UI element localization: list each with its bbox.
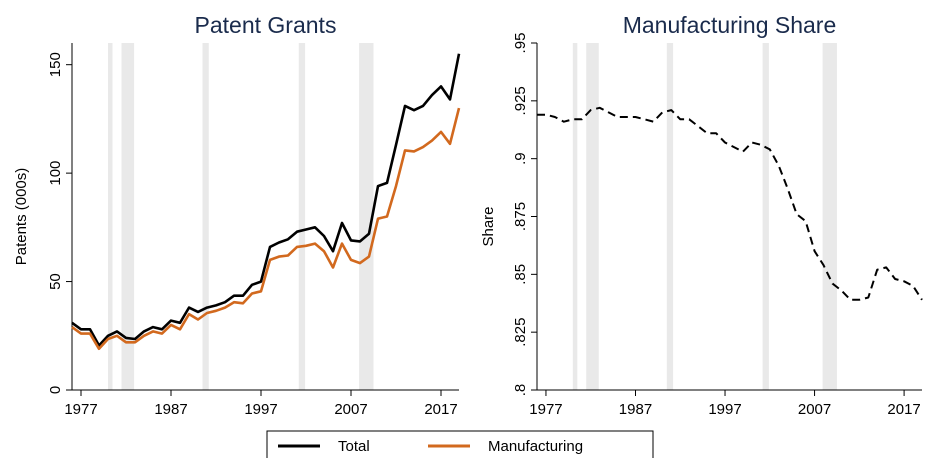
x-tick-label: 1977 (64, 401, 97, 418)
y-tick-label: .875 (512, 202, 529, 231)
x-tick-label: 2007 (798, 401, 831, 418)
y-tick-label: .825 (512, 318, 529, 347)
y-tick-label: .925 (512, 86, 529, 115)
series-line (71, 53, 461, 347)
x-tick-label: 2017 (424, 401, 457, 418)
recession-band (586, 43, 599, 390)
recession-band (822, 43, 837, 390)
series-line (71, 107, 461, 351)
x-tick-label: 1977 (529, 401, 562, 418)
recession-band (121, 43, 135, 390)
y-tick-label: .9 (512, 152, 529, 165)
recession-band (572, 43, 578, 390)
y-axis-label: Share (480, 206, 497, 246)
recession-band (202, 43, 209, 390)
x-tick-label: 2017 (887, 401, 920, 418)
y-tick-label: .95 (512, 33, 529, 54)
chart-title: Patent Grants (195, 12, 337, 38)
y-axis-label: Patents (000s) (13, 168, 30, 266)
x-tick-label: 1997 (708, 401, 741, 418)
legend-label: Manufacturing (488, 438, 583, 455)
x-tick-label: 1987 (619, 401, 652, 418)
y-tick-label: 150 (47, 52, 64, 77)
x-tick-label: 1987 (154, 401, 187, 418)
recession-band (359, 43, 374, 390)
y-tick-label: 0 (47, 386, 64, 394)
recession-band (666, 43, 674, 390)
recession-band (298, 43, 306, 390)
y-tick-label: 50 (47, 273, 64, 290)
y-tick-label: 100 (47, 161, 64, 186)
series-line (537, 106, 923, 301)
recession-band (108, 43, 113, 390)
x-tick-label: 1997 (244, 401, 277, 418)
x-tick-label: 2007 (334, 401, 367, 418)
chart-title: Manufacturing Share (623, 12, 837, 38)
y-tick-label: .8 (512, 384, 529, 397)
y-tick-label: .85 (512, 264, 529, 285)
recession-band (762, 43, 769, 390)
legend-label: Total (338, 438, 370, 455)
